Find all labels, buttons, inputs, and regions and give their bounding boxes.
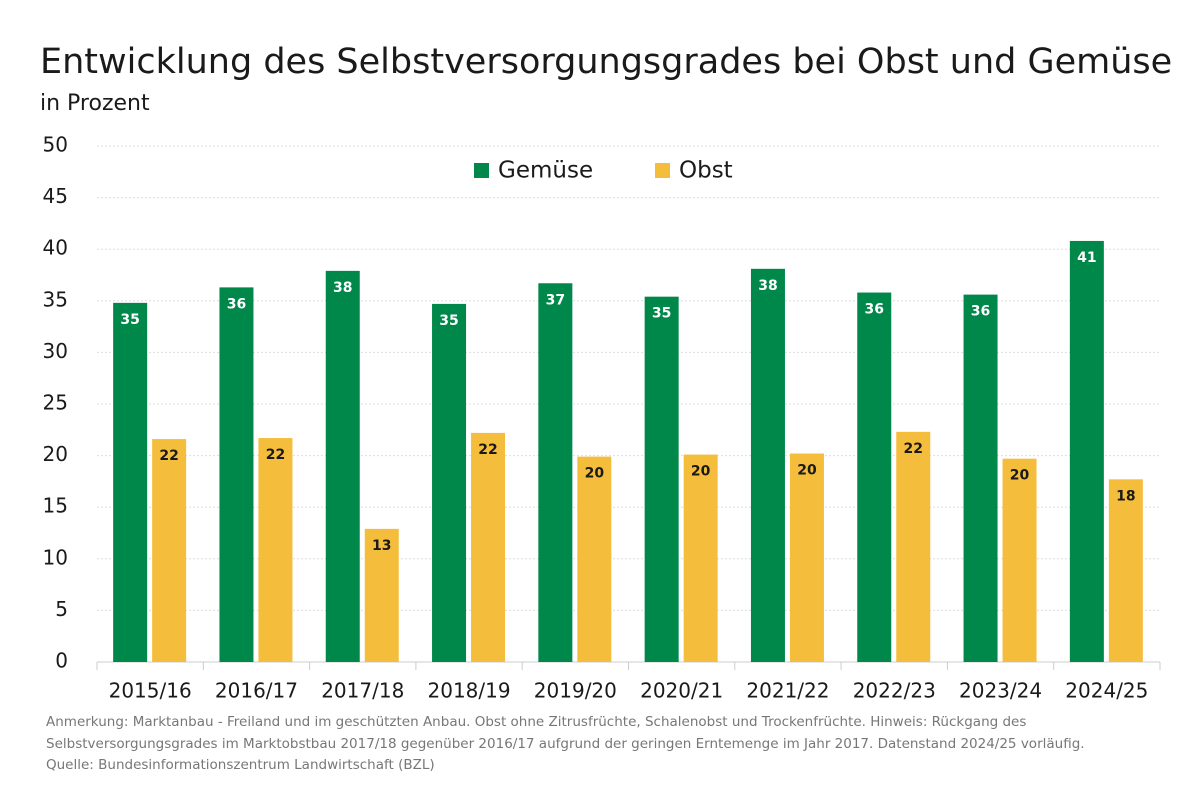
y-tick-label: 50 <box>43 133 68 157</box>
bar <box>789 453 824 662</box>
value-label: 35 <box>652 306 671 322</box>
y-tick-label: 40 <box>43 236 68 260</box>
bar <box>896 431 931 662</box>
value-label: 35 <box>120 312 139 328</box>
value-label: 20 <box>1010 468 1030 484</box>
legend-label: Gemüse <box>498 158 593 184</box>
source: Quelle: Bundesinformationszentrum Landwi… <box>46 757 435 773</box>
bar <box>219 287 254 662</box>
value-label: 22 <box>266 447 285 463</box>
bar <box>325 270 360 662</box>
x-tick-label: 2021/22 <box>746 679 829 703</box>
value-label: 36 <box>971 304 990 320</box>
bar <box>258 438 293 662</box>
value-label: 36 <box>227 296 246 312</box>
value-label: 18 <box>1116 488 1135 504</box>
bar <box>113 302 148 662</box>
value-label: 41 <box>1077 250 1096 266</box>
bar <box>683 454 718 662</box>
bar <box>538 283 573 662</box>
y-tick-label: 10 <box>43 545 68 569</box>
value-label: 22 <box>904 441 923 457</box>
y-tick-label: 45 <box>43 184 68 208</box>
value-label: 36 <box>865 302 884 318</box>
bar <box>750 268 785 662</box>
y-tick-label: 30 <box>43 339 68 363</box>
bar <box>364 528 399 662</box>
chart-title: Entwicklung des Selbstversorgungsgrades … <box>40 42 1172 82</box>
value-label: 38 <box>333 280 352 296</box>
y-tick-label: 15 <box>43 494 68 518</box>
note: Anmerkung: Marktanbau - Freiland und im … <box>46 714 1026 730</box>
x-tick-label: 2023/24 <box>959 679 1042 703</box>
bar <box>963 294 998 662</box>
legend-swatch <box>655 163 670 178</box>
y-tick-label: 35 <box>43 287 68 311</box>
bar <box>432 303 467 662</box>
value-label: 37 <box>546 292 565 308</box>
chart-subtitle: in Prozent <box>40 91 150 116</box>
bar <box>471 432 506 662</box>
legend-label: Obst <box>679 158 733 184</box>
bar <box>152 439 187 662</box>
bar <box>1108 479 1143 662</box>
x-tick-label: 2020/21 <box>640 679 723 703</box>
y-tick-label: 0 <box>55 649 68 673</box>
value-label: 22 <box>478 442 497 458</box>
bar <box>857 292 892 662</box>
value-label: 38 <box>758 278 777 294</box>
x-tick-label: 2017/18 <box>321 679 404 703</box>
bar <box>1002 458 1037 662</box>
legend-swatch <box>474 163 489 178</box>
value-label: 20 <box>797 463 817 479</box>
bar <box>1069 240 1104 662</box>
y-tick-label: 5 <box>55 597 68 621</box>
x-tick-label: 2022/23 <box>853 679 936 703</box>
note: Selbstversorgungsgrades im Marktobstbau … <box>46 736 1085 752</box>
x-tick-label: 2018/19 <box>428 679 511 703</box>
x-tick-label: 2015/16 <box>109 679 192 703</box>
x-tick-label: 2016/17 <box>215 679 298 703</box>
value-label: 20 <box>585 466 605 482</box>
value-label: 20 <box>691 464 711 480</box>
value-label: 22 <box>159 448 178 464</box>
value-label: 13 <box>372 538 391 554</box>
value-label: 35 <box>439 313 458 329</box>
y-tick-label: 25 <box>43 391 68 415</box>
x-tick-label: 2019/20 <box>534 679 617 703</box>
bar <box>577 456 612 662</box>
y-tick-label: 20 <box>43 442 68 466</box>
bar <box>644 296 679 662</box>
x-tick-label: 2024/25 <box>1065 679 1148 703</box>
